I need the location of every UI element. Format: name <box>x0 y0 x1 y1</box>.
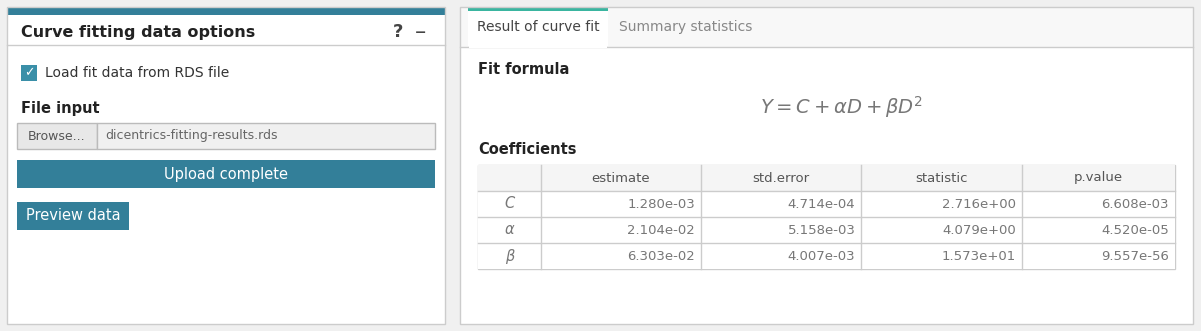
Text: 6.303e-02: 6.303e-02 <box>627 250 695 262</box>
Bar <box>460 7 1193 324</box>
Text: 2.716e+00: 2.716e+00 <box>942 198 1016 211</box>
Bar <box>7 7 446 15</box>
Text: 6.608e-03: 6.608e-03 <box>1101 198 1169 211</box>
Text: Coefficients: Coefficients <box>478 141 576 157</box>
Text: Summary statistics: Summary statistics <box>620 20 753 34</box>
Text: std.error: std.error <box>753 171 809 184</box>
Bar <box>478 191 1175 217</box>
Bar <box>17 123 97 149</box>
Text: File input: File input <box>20 101 100 116</box>
Text: dicentrics-fitting-results.rds: dicentrics-fitting-results.rds <box>104 129 277 143</box>
Text: 2.104e-02: 2.104e-02 <box>627 223 695 237</box>
Text: 9.557e-56: 9.557e-56 <box>1101 250 1169 262</box>
Text: C: C <box>504 197 514 212</box>
Text: Preview data: Preview data <box>25 209 120 223</box>
Text: Load fit data from RDS file: Load fit data from RDS file <box>44 66 229 80</box>
Text: statistic: statistic <box>915 171 968 184</box>
Text: ✓: ✓ <box>24 67 35 79</box>
Bar <box>7 7 446 324</box>
Bar <box>20 65 37 81</box>
Text: $Y = C + \alpha D + \beta D^2$: $Y = C + \alpha D + \beta D^2$ <box>759 94 922 120</box>
Text: Curve fitting data options: Curve fitting data options <box>20 24 256 39</box>
Text: estimate: estimate <box>592 171 650 184</box>
Text: ?: ? <box>393 23 404 41</box>
Text: 4.007e-03: 4.007e-03 <box>788 250 855 262</box>
Bar <box>7 7 446 324</box>
Text: Browse...: Browse... <box>28 129 85 143</box>
Bar <box>478 243 1175 269</box>
Bar <box>17 202 129 230</box>
Text: Upload complete: Upload complete <box>165 166 288 181</box>
Bar <box>478 165 1175 269</box>
Bar <box>478 165 1175 191</box>
Text: p.value: p.value <box>1074 171 1123 184</box>
Text: –: – <box>416 22 426 42</box>
Bar <box>460 7 1193 324</box>
Text: 4.520e-05: 4.520e-05 <box>1101 223 1169 237</box>
Bar <box>478 217 1175 243</box>
Bar <box>460 7 1193 47</box>
Text: Fit formula: Fit formula <box>478 62 569 76</box>
Bar <box>468 7 608 46</box>
Text: 4.714e-04: 4.714e-04 <box>788 198 855 211</box>
Text: 4.079e+00: 4.079e+00 <box>942 223 1016 237</box>
Text: α: α <box>504 222 514 238</box>
Text: 1.573e+01: 1.573e+01 <box>942 250 1016 262</box>
Bar <box>470 45 607 48</box>
Text: 5.158e-03: 5.158e-03 <box>788 223 855 237</box>
Text: β: β <box>504 249 514 263</box>
Bar <box>468 7 608 11</box>
Bar <box>97 123 435 149</box>
Text: 1.280e-03: 1.280e-03 <box>627 198 695 211</box>
Text: Result of curve fit: Result of curve fit <box>477 20 599 34</box>
Bar <box>17 160 435 188</box>
